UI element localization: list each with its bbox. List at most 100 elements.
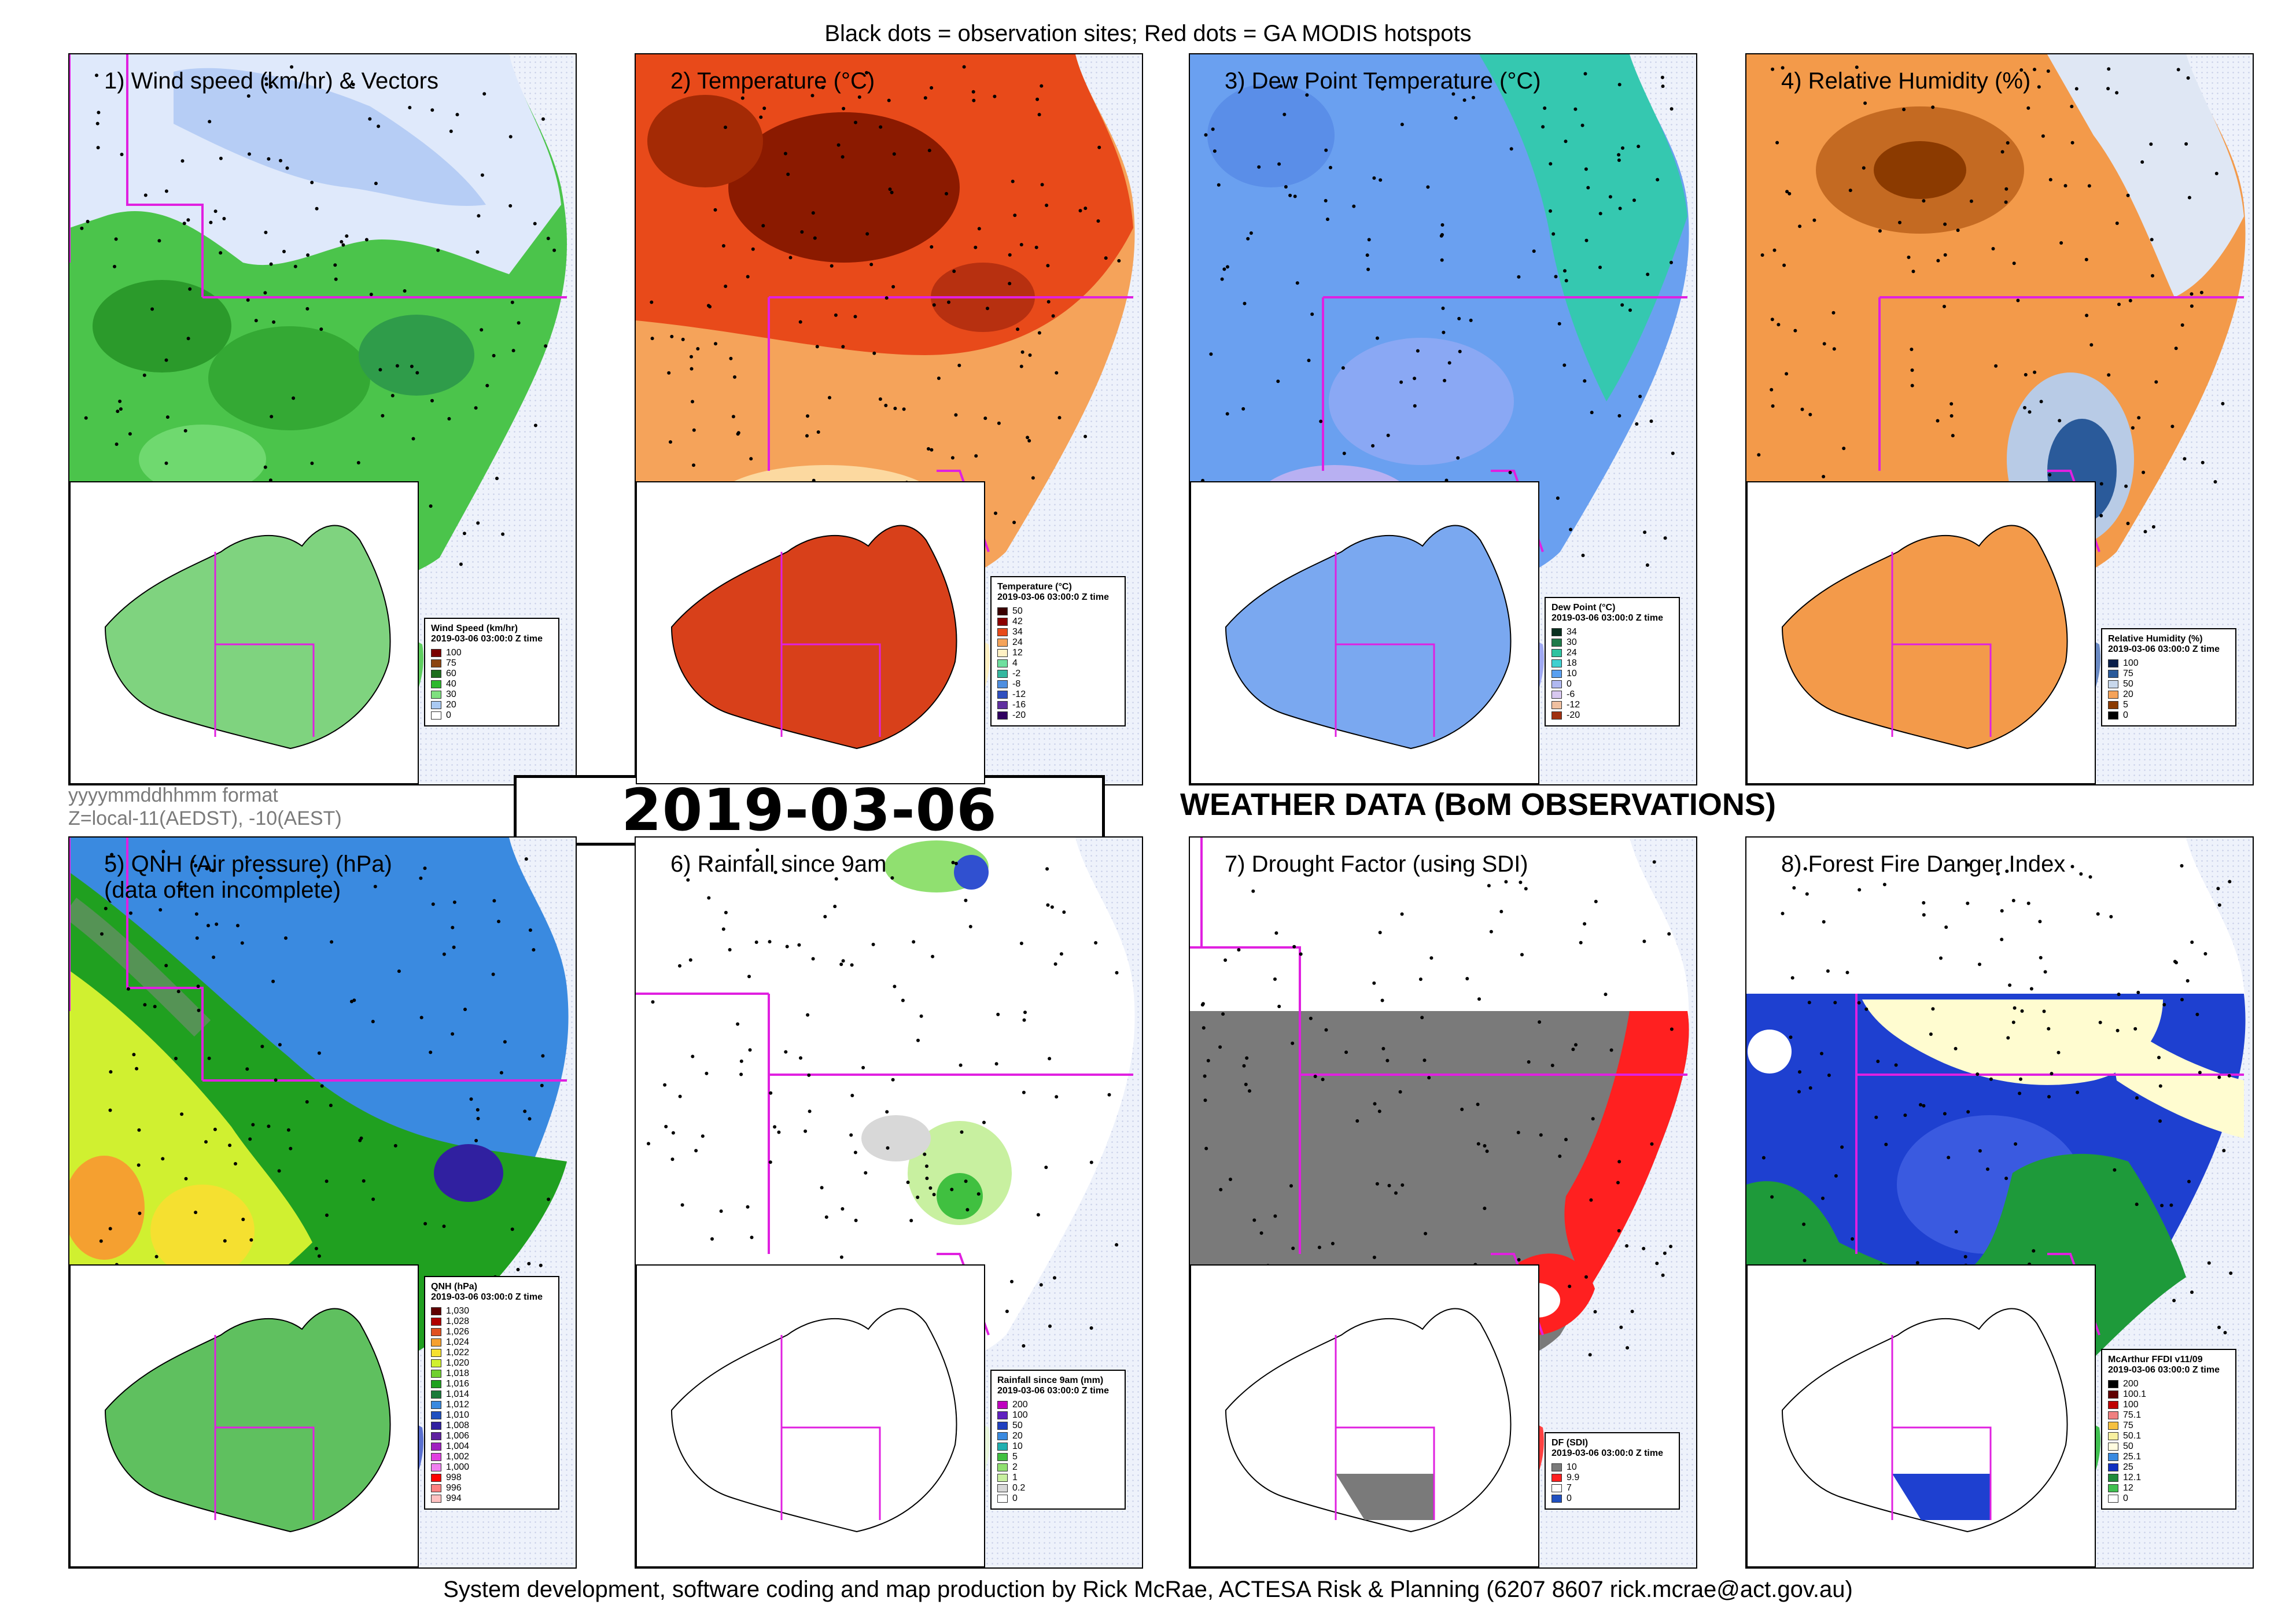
legend-entries: 10 9.9 7 0 — [1551, 1462, 1673, 1504]
legend-entry: -20 — [1551, 710, 1673, 721]
legend-swatch — [997, 1443, 1008, 1451]
panel-title: 4) Relative Humidity (%) — [1781, 68, 2031, 94]
legend-swatch — [431, 1484, 441, 1492]
legend-label: 1,018 — [446, 1369, 470, 1378]
legend-label: 42 — [1012, 617, 1023, 626]
legend-entries: 50 42 34 24 12 4 -2 -8 -12 -16 -20 — [997, 606, 1119, 721]
legend-entries: 100 75 50 20 5 0 — [2108, 658, 2229, 721]
legend-label: -6 — [1567, 689, 1575, 699]
legend-swatch — [1551, 701, 1562, 709]
legend-entry: -6 — [1551, 689, 1673, 700]
legend-swatch — [2108, 1463, 2118, 1471]
legend-label: 10 — [1567, 1462, 1577, 1472]
legend-swatch — [1551, 1484, 1562, 1492]
legend-title: McArthur FFDI v11/09 — [2108, 1355, 2203, 1364]
legend-swatch — [997, 701, 1008, 709]
legend-entry: -16 — [997, 700, 1119, 710]
legend-swatch — [1551, 1474, 1562, 1482]
legend-entry: 1,010 — [431, 1410, 552, 1421]
legend-swatch — [431, 1328, 441, 1336]
map-panel-relative-humidity[interactable]: 4) Relative Humidity (%) Relative Humidi… — [1745, 53, 2254, 785]
legend-label: 2 — [1012, 1462, 1018, 1472]
legend-label: 1,014 — [446, 1389, 470, 1399]
legend-label: 0 — [446, 710, 451, 720]
legend-label: 1,004 — [446, 1441, 470, 1451]
legend-title: DF (SDI) — [1551, 1438, 1589, 1448]
legend-label: 20 — [2123, 689, 2133, 699]
legend-label: 0 — [2123, 1493, 2128, 1503]
legend-entry: 34 — [1551, 627, 1673, 637]
map-legend: McArthur FFDI v11/09 2019-03-06 03:00:0 … — [2101, 1349, 2236, 1510]
legend-entry: 50.1 — [2108, 1431, 2229, 1441]
legend-label: 100 — [2123, 658, 2139, 668]
map-panel-rainfall[interactable]: 6) Rainfall since 9am Rainfall since 9am… — [635, 836, 1143, 1569]
legend-swatch — [431, 1359, 441, 1367]
map-panel-ffdi[interactable]: 8) Forest Fire Danger Index McArthur FFD… — [1745, 836, 2254, 1569]
panel-title: 2) Temperature (°C) — [670, 68, 875, 94]
legend-entry: 1,028 — [431, 1316, 552, 1327]
legend-label: 200 — [1012, 1400, 1028, 1410]
legend-swatch — [1551, 628, 1562, 636]
legend-entry: 100 — [997, 1410, 1119, 1421]
legend-label: -20 — [1567, 710, 1580, 720]
legend-entry: 0 — [1551, 679, 1673, 689]
legend-label: -12 — [1012, 689, 1026, 699]
map-panel-qnh-pressure[interactable]: 5) QNH (Air pressure) (hPa) (data often … — [68, 836, 577, 1569]
legend-label: 34 — [1567, 627, 1577, 637]
legend-entry: 42 — [997, 617, 1119, 627]
legend-label: 9.9 — [1567, 1473, 1580, 1482]
australia-inset-map — [1190, 481, 1539, 784]
legend-title: Dew Point (°C) — [1551, 603, 1616, 613]
legend-swatch — [2108, 670, 2118, 678]
australia-inset-map — [1746, 1264, 2096, 1567]
legend-label: 1,016 — [446, 1379, 470, 1389]
qnh-field — [69, 838, 569, 1520]
australia-inset-map — [69, 1264, 419, 1567]
legend-swatch — [2108, 659, 2118, 667]
legend-swatch — [431, 1370, 441, 1378]
legend-entry: 10 — [1551, 1462, 1673, 1473]
legend-label: 1,000 — [446, 1462, 470, 1472]
legend-swatch — [997, 1432, 1008, 1440]
legend-swatch — [2108, 1432, 2118, 1440]
legend-entry: -12 — [997, 689, 1119, 700]
legend-entries: 1,030 1,028 1,026 1,024 1,022 1,020 1,018 1,016… — [431, 1306, 552, 1504]
panel-title: 6) Rainfall since 9am — [670, 851, 887, 877]
legend-swatch — [2108, 1443, 2118, 1451]
legend-entry: 1,014 — [431, 1389, 552, 1400]
legend-entry: 7 — [1551, 1483, 1673, 1493]
legend-entry: -12 — [1551, 700, 1673, 710]
legend-swatch — [431, 659, 441, 667]
legend-entry: 1,020 — [431, 1358, 552, 1369]
drought-factor-field — [1190, 838, 1689, 1520]
legend-entry: 1,004 — [431, 1441, 552, 1452]
legend-swatch — [1551, 649, 1562, 657]
legend-entry: 4 — [997, 658, 1119, 669]
legend-title: Relative Humidity (%) — [2108, 634, 2203, 644]
australia-inset-map — [636, 481, 985, 784]
legend-label: 40 — [446, 679, 456, 689]
legend-swatch — [431, 1349, 441, 1357]
legend-label: 0.2 — [1012, 1483, 1026, 1493]
legend-swatch — [431, 649, 441, 657]
map-panel-temperature[interactable]: 2) Temperature (°C) Temperature (°C) 201… — [635, 53, 1143, 785]
legend-entry: 1,018 — [431, 1369, 552, 1379]
legend-entry: 0 — [997, 1493, 1119, 1504]
legend-entry: 1,030 — [431, 1306, 552, 1316]
map-legend: Rainfall since 9am (mm) 2019-03-06 03:00… — [990, 1370, 1126, 1510]
legend-swatch — [431, 1443, 441, 1451]
legend-swatch — [431, 1318, 441, 1326]
legend-entry: 1,012 — [431, 1400, 552, 1410]
map-panel-wind[interactable]: 1) Wind speed (km/hr) & Vectors Wind Spe… — [68, 53, 577, 785]
legend-label: -2 — [1012, 669, 1021, 678]
map-legend: Relative Humidity (%) 2019-03-06 03:00:0… — [2101, 628, 2236, 726]
legend-swatch — [997, 607, 1008, 615]
legend-entry: 1,022 — [431, 1348, 552, 1358]
legend-label: 996 — [446, 1483, 462, 1493]
legend-swatch — [997, 1411, 1008, 1419]
footer-credit: System development, software coding and … — [443, 1577, 1853, 1602]
map-panel-dew-point[interactable]: 3) Dew Point Temperature (°C) Dew Point … — [1189, 53, 1697, 785]
map-panel-drought-factor[interactable]: 7) Drought Factor (using SDI) DF (SDI) 2… — [1189, 836, 1697, 1569]
relative-humidity-field — [1746, 54, 2246, 737]
legend-entry: 1,000 — [431, 1462, 552, 1473]
